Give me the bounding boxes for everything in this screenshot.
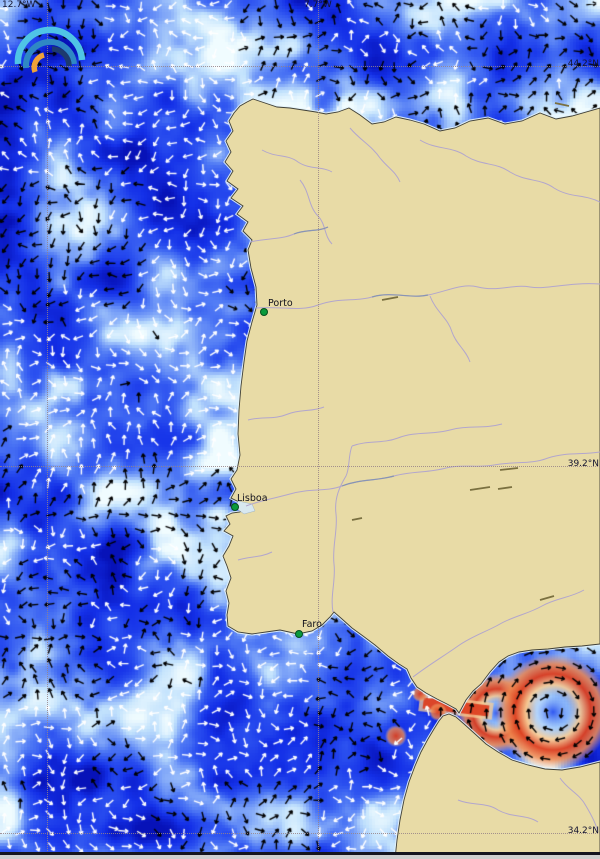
map-bottom-border — [0, 852, 600, 855]
parallel-label: 39.2°N — [567, 459, 599, 469]
meridian-label: 12.7°W — [2, 0, 36, 10]
city-label: Lisboa — [237, 493, 268, 504]
city-label: Faro — [302, 619, 322, 630]
parallel-label: 34.2°N — [567, 826, 599, 836]
city-dot[interactable] — [260, 308, 268, 316]
parallel-label: 44.2°N — [567, 59, 599, 69]
city-dot[interactable] — [231, 503, 239, 511]
provider-logo-icon — [14, 26, 86, 73]
city-dot[interactable] — [295, 630, 303, 638]
meridian-label: 7.7°W — [304, 0, 332, 10]
city-label: Porto — [268, 298, 293, 309]
window-edge — [0, 855, 600, 859]
